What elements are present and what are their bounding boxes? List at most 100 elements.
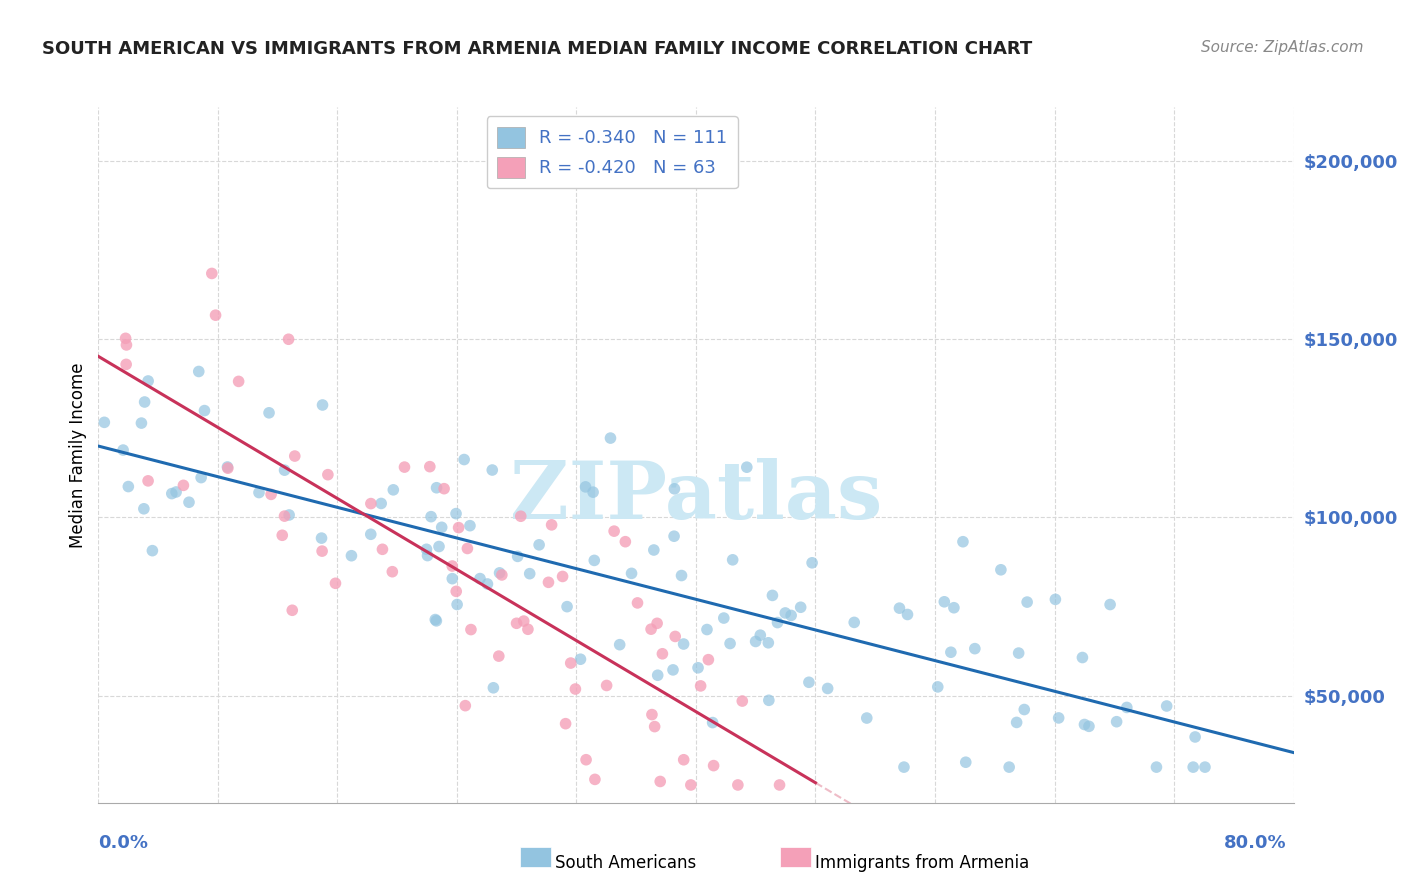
Point <box>889 601 911 615</box>
Point <box>481 463 503 477</box>
Point <box>132 501 155 516</box>
Point <box>433 482 456 496</box>
Point <box>509 509 531 524</box>
Point <box>115 338 138 352</box>
Point <box>187 364 209 378</box>
Point <box>257 406 280 420</box>
Text: SOUTH AMERICAN VS IMMIGRANTS FROM ARMENIA MEDIAN FAMILY INCOME CORRELATION CHART: SOUTH AMERICAN VS IMMIGRANTS FROM ARMENI… <box>42 40 1032 58</box>
Point <box>990 563 1012 577</box>
Text: 80.0%: 80.0% <box>1223 834 1286 852</box>
Point <box>952 534 974 549</box>
Point <box>603 524 626 538</box>
Point <box>1194 760 1216 774</box>
Point <box>582 485 605 500</box>
Point <box>650 774 672 789</box>
Point <box>316 467 339 482</box>
Point <box>664 629 686 643</box>
Point <box>115 357 138 371</box>
Point <box>645 616 668 631</box>
Point <box>1008 646 1031 660</box>
Text: 0.0%: 0.0% <box>98 834 149 852</box>
Point <box>735 460 758 475</box>
Point <box>1005 715 1028 730</box>
Point <box>934 595 956 609</box>
Point <box>382 483 405 497</box>
Point <box>942 600 965 615</box>
Point <box>172 478 194 492</box>
Point <box>620 566 643 581</box>
Point <box>696 623 718 637</box>
Point <box>731 694 754 708</box>
Point <box>456 541 478 556</box>
Point <box>583 772 606 787</box>
Point <box>505 616 527 631</box>
Point <box>136 474 159 488</box>
Text: Immigrants from Armenia: Immigrants from Armenia <box>815 854 1029 871</box>
Point <box>662 663 685 677</box>
Point <box>583 553 606 567</box>
Point <box>574 480 596 494</box>
Point <box>141 543 163 558</box>
Point <box>430 520 453 534</box>
Point <box>425 481 447 495</box>
Point <box>789 600 811 615</box>
Point <box>551 569 574 583</box>
Point <box>247 485 270 500</box>
Point <box>441 559 464 574</box>
Point <box>277 332 299 346</box>
Point <box>190 470 212 484</box>
Point <box>801 556 824 570</box>
Point <box>893 760 915 774</box>
Point <box>453 452 475 467</box>
Point <box>325 576 347 591</box>
Point <box>506 549 529 564</box>
Point <box>112 443 135 458</box>
Point <box>1156 698 1178 713</box>
Point <box>766 615 789 630</box>
Point <box>260 487 283 501</box>
Point <box>425 613 447 627</box>
Point <box>797 675 820 690</box>
Point <box>643 543 665 558</box>
Point <box>1184 730 1206 744</box>
Point <box>217 460 239 475</box>
Text: ZIPatlas: ZIPatlas <box>510 458 882 536</box>
Point <box>441 572 464 586</box>
Point <box>447 521 470 535</box>
Point <box>516 622 538 636</box>
Point <box>641 707 664 722</box>
Point <box>640 622 662 636</box>
Point <box>1182 760 1205 774</box>
Point <box>998 760 1021 774</box>
Point <box>284 449 307 463</box>
Point <box>555 599 578 614</box>
Point <box>468 572 491 586</box>
Point <box>540 517 562 532</box>
Point <box>1017 595 1039 609</box>
Point <box>370 496 392 510</box>
Point <box>1073 717 1095 731</box>
Point <box>416 549 439 563</box>
Point <box>775 606 797 620</box>
Point <box>761 588 783 602</box>
Point <box>651 647 673 661</box>
Point <box>727 778 749 792</box>
Point <box>844 615 866 630</box>
Point <box>1047 711 1070 725</box>
Point <box>371 542 394 557</box>
Point <box>512 614 534 628</box>
Point <box>427 540 450 554</box>
Point <box>93 415 115 429</box>
Point <box>1115 700 1137 714</box>
Point <box>527 538 550 552</box>
Point <box>454 698 477 713</box>
Point <box>679 778 702 792</box>
Point <box>217 461 239 475</box>
Point <box>939 645 962 659</box>
Point <box>758 693 780 707</box>
Point <box>519 566 541 581</box>
Point <box>311 531 333 545</box>
Point <box>672 753 695 767</box>
Point <box>415 542 437 557</box>
Point <box>927 680 949 694</box>
